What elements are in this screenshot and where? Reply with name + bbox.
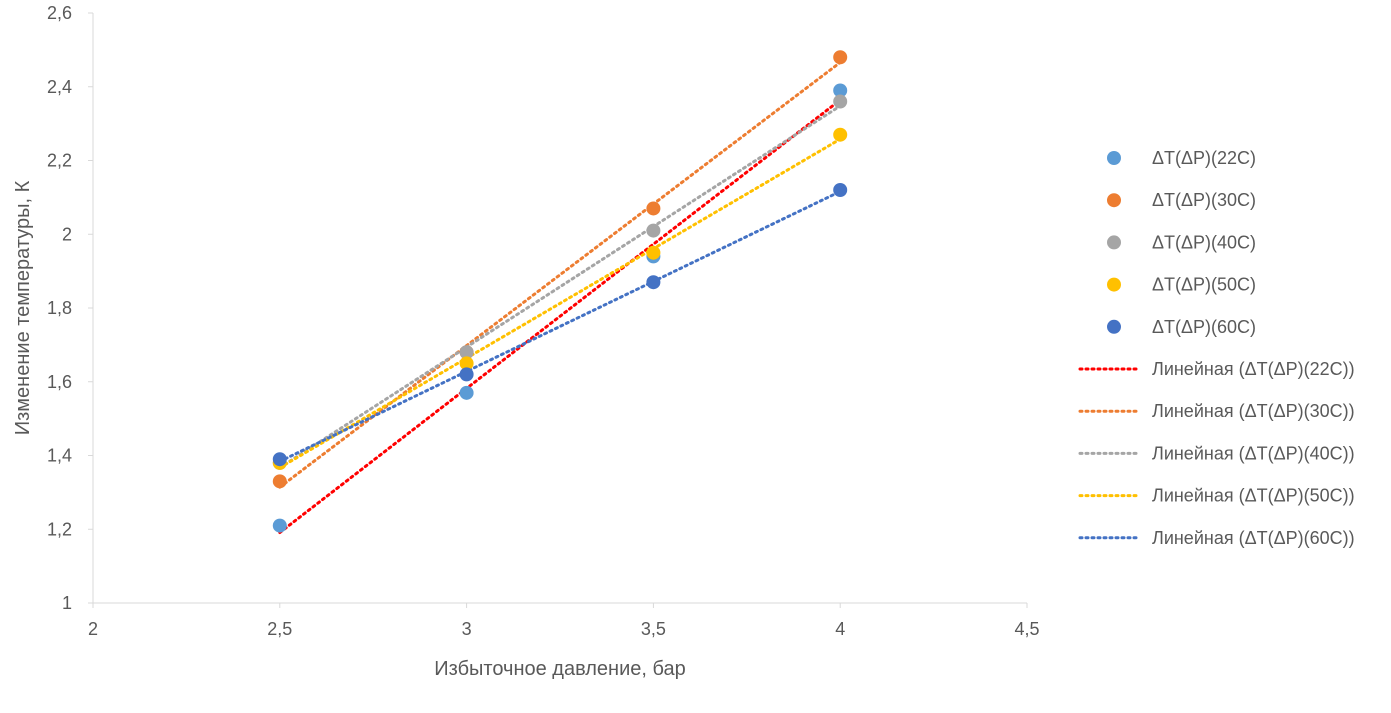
data-point-series-1 bbox=[833, 83, 848, 98]
data-point-series-3 bbox=[833, 94, 848, 109]
legend-label-series-2: ΔT(ΔP)(30C) bbox=[1152, 190, 1256, 210]
data-point-series-5 bbox=[646, 275, 661, 290]
legend-label-trend-1: Линейная (ΔT(ΔP)(22C)) bbox=[1152, 359, 1355, 379]
data-point-series-5 bbox=[459, 367, 474, 382]
x-tick-label: 3,5 bbox=[641, 619, 666, 639]
data-point-series-4 bbox=[646, 245, 661, 260]
legend-label-series-1: ΔT(ΔP)(22C) bbox=[1152, 148, 1256, 168]
data-point-series-1 bbox=[459, 385, 474, 400]
x-axis-title: Избыточное давление, бар bbox=[434, 658, 685, 680]
x-tick-label: 3 bbox=[462, 619, 472, 639]
trendline-3 bbox=[278, 104, 842, 470]
trendline-5 bbox=[278, 189, 842, 463]
y-tick-label: 2,6 bbox=[47, 3, 72, 23]
legend-label-trend-2: Линейная (ΔT(ΔP)(30C)) bbox=[1152, 401, 1355, 421]
legend-label-series-4: ΔT(ΔP)(50C) bbox=[1152, 275, 1256, 295]
data-point-series-5 bbox=[272, 452, 287, 467]
data-point-series-4 bbox=[459, 356, 474, 371]
legend-marker-series-3 bbox=[1107, 235, 1121, 250]
legend: ΔT(ΔP)(22C) ΔT(ΔP)(30C) ΔT(ΔP)(40C) ΔT(ΔP)(… bbox=[1078, 148, 1355, 548]
data-point-series-3 bbox=[459, 345, 474, 360]
legend-marker-series-4 bbox=[1107, 277, 1121, 292]
y-tick-label: 1,2 bbox=[47, 519, 72, 539]
y-tick-label: 1,8 bbox=[47, 298, 72, 318]
legend-label-trend-4: Линейная (ΔT(ΔP)(50C)) bbox=[1152, 486, 1355, 506]
x-tick-label: 2 bbox=[88, 619, 98, 639]
data-point-series-4 bbox=[833, 127, 848, 142]
y-tick-label: 2,4 bbox=[47, 77, 72, 97]
data-point-series-2 bbox=[833, 50, 848, 65]
legend-label-series-5: ΔT(ΔP)(60C) bbox=[1152, 317, 1256, 337]
axes: 2 2,5 3 3,5 4 4,5 1 1,2 1,4 1,6 1,8 2 2,2 2,4 2,6 bbox=[47, 3, 1040, 639]
data-point-series-3 bbox=[646, 223, 661, 238]
legend-label-trend-3: Линейная (ΔT(ΔP)(40C)) bbox=[1152, 443, 1355, 463]
trendline-1 bbox=[278, 98, 842, 535]
legend-label-trend-5: Линейная (ΔT(ΔP)(60C)) bbox=[1152, 528, 1355, 548]
data-point-series-2 bbox=[646, 201, 661, 216]
y-tick-label: 1 bbox=[62, 593, 72, 613]
trendlines bbox=[278, 60, 842, 535]
data-point-series-2 bbox=[272, 474, 287, 489]
x-tick-label: 2,5 bbox=[267, 619, 292, 639]
data-point-series-5 bbox=[833, 183, 848, 197]
y-tick-label: 2,2 bbox=[47, 151, 72, 171]
trendline-4 bbox=[278, 137, 842, 470]
y-axis-title: Изменение температуры, К bbox=[12, 180, 34, 435]
legend-marker-series-5 bbox=[1107, 319, 1121, 334]
data-point-series-1 bbox=[272, 518, 287, 533]
legend-label-series-3: ΔT(ΔP)(40C) bbox=[1152, 232, 1256, 252]
data-points bbox=[272, 50, 848, 533]
y-tick-label: 1,4 bbox=[47, 446, 72, 466]
legend-marker-series-2 bbox=[1107, 193, 1121, 208]
x-tick-label: 4 bbox=[835, 619, 845, 639]
x-tick-label: 4,5 bbox=[1014, 619, 1039, 639]
trendline-2 bbox=[278, 60, 842, 489]
y-tick-label: 1,6 bbox=[47, 372, 72, 392]
y-tick-label: 2 bbox=[62, 224, 72, 244]
legend-marker-series-1 bbox=[1107, 151, 1121, 165]
